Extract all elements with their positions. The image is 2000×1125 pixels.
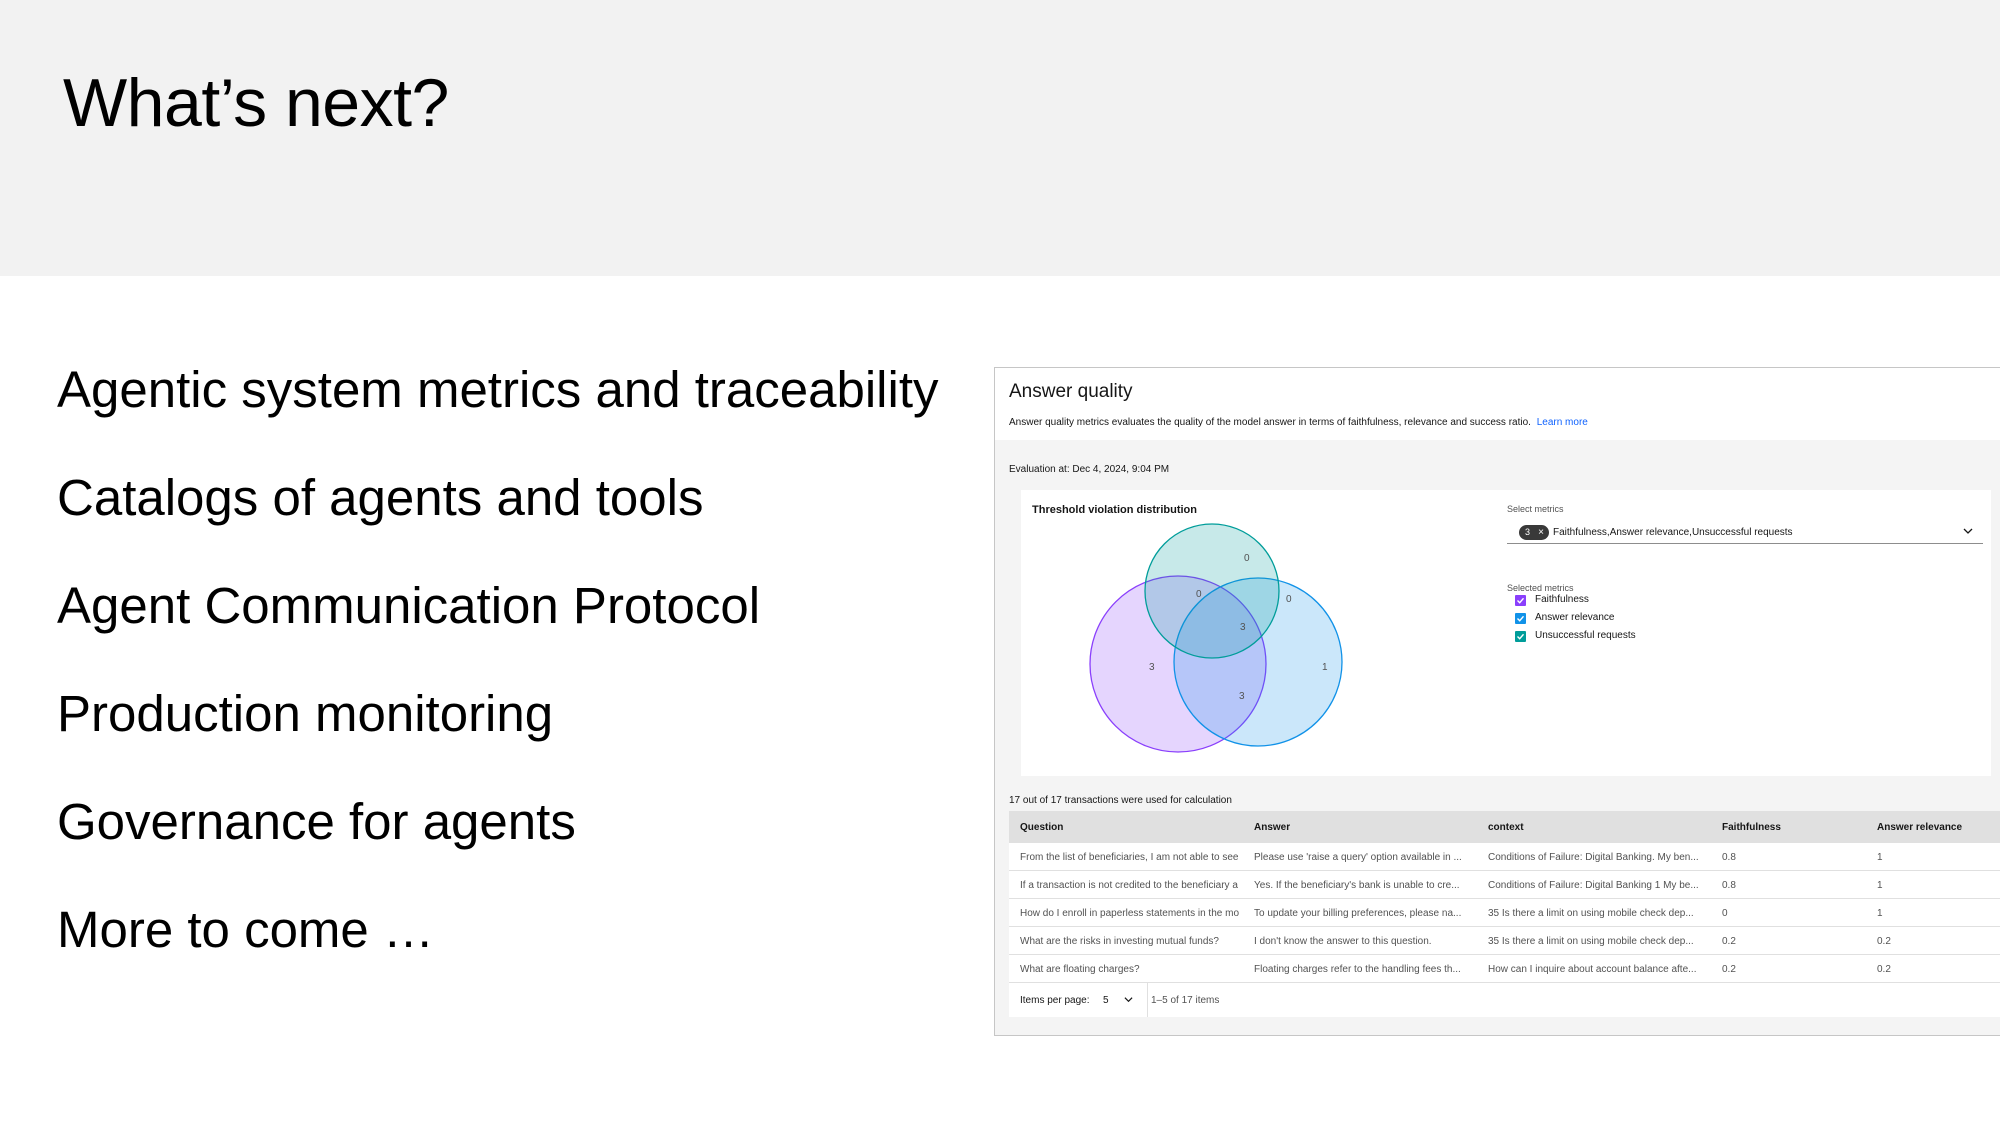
- chevron-down-icon[interactable]: [1963, 526, 1973, 536]
- metric-name: Faithfulness: [1535, 594, 1589, 605]
- title-band: [0, 0, 2000, 276]
- answer-quality-screenshot: Answer quality Answer quality metrics ev…: [994, 367, 2000, 1036]
- venn-label-center: 3: [1240, 622, 1246, 633]
- cell-answer-relevance: 1: [1877, 880, 1883, 891]
- venn-label-top-right: 0: [1286, 594, 1292, 605]
- venn-circle-faithfulness: [1089, 575, 1267, 753]
- cell-faithfulness: 0.8: [1722, 852, 1736, 863]
- metric-name: Unsuccessful requests: [1535, 630, 1636, 641]
- slide-title: What’s next?: [63, 65, 449, 141]
- evaluation-timestamp: Evaluation at: Dec 4, 2024, 9:04 PM: [1009, 464, 1170, 475]
- bullet-item: Agentic system metrics and traceability: [57, 361, 939, 418]
- cell-question: How do I enroll in paperless statements …: [1020, 908, 1239, 919]
- cell-faithfulness: 0: [1722, 908, 1728, 919]
- table-row[interactable]: What are floating charges? Floating char…: [1009, 955, 2000, 983]
- cell-question: If a transaction is not credited to the …: [1020, 880, 1238, 891]
- bullet-item: Governance for agents: [57, 793, 576, 850]
- cell-answer-relevance: 0.2: [1877, 936, 1891, 947]
- items-range: 1–5 of 17 items: [1151, 995, 1220, 1006]
- cell-question: What are the risks in investing mutual f…: [1020, 936, 1219, 947]
- cell-context: 35 Is there a limit on using mobile chec…: [1488, 908, 1694, 919]
- venn-label-right-only: 1: [1322, 662, 1328, 673]
- selection-count-tag[interactable]: 3 ×: [1519, 525, 1549, 540]
- cell-question: What are floating charges?: [1020, 964, 1140, 975]
- column-header-answer-relevance[interactable]: Answer relevance: [1877, 822, 1963, 833]
- venn-circle-unsuccessful-requests: [1144, 523, 1280, 659]
- items-per-page-value: 5: [1103, 995, 1109, 1006]
- checkmark-icon: [1517, 597, 1525, 604]
- pagination: Items per page: 5 1–5 of 17 items: [1009, 983, 2000, 1017]
- table-row[interactable]: If a transaction is not credited to the …: [1009, 871, 2000, 899]
- checkmark-icon: [1517, 633, 1525, 640]
- bullet-item: Production monitoring: [57, 685, 554, 742]
- answer-relevance-checkbox[interactable]: [1515, 613, 1526, 624]
- metrics-multiselect[interactable]: 3 × Faithfulness,Answer relevance,Unsucc…: [1507, 520, 1983, 544]
- faithfulness-checkbox[interactable]: [1515, 595, 1526, 606]
- clear-selection-icon[interactable]: ×: [1538, 527, 1544, 538]
- description-text: Answer quality metrics evaluates the qua…: [1009, 417, 1531, 428]
- column-header-context[interactable]: context: [1488, 822, 1524, 833]
- cell-answer-relevance: 0.2: [1877, 964, 1891, 975]
- cell-context: Conditions of Failure: Digital Banking 1…: [1488, 880, 1699, 891]
- panel-description: Answer quality metrics evaluates the qua…: [1009, 417, 1588, 428]
- pager-divider: [1147, 983, 1148, 1017]
- cell-faithfulness: 0.2: [1722, 936, 1736, 947]
- panel-header: Answer quality Answer quality metrics ev…: [995, 368, 2000, 440]
- table-header: Question Answer context Faithfulness Ans…: [1009, 811, 2000, 843]
- cell-answer-relevance: 1: [1877, 908, 1883, 919]
- venn-label-top-only: 0: [1244, 553, 1250, 564]
- items-per-page-select[interactable]: 5: [1099, 989, 1144, 1011]
- cell-context: Conditions of Failure: Digital Banking. …: [1488, 852, 1699, 863]
- table-row[interactable]: How do I enroll in paperless statements …: [1009, 899, 2000, 927]
- selected-metrics-label: Selected metrics: [1507, 583, 1574, 593]
- venn-label-left-only: 3: [1149, 662, 1155, 673]
- cell-context: 35 Is there a limit on using mobile chec…: [1488, 936, 1694, 947]
- cell-answer: Yes. If the beneficiary's bank is unable…: [1254, 880, 1460, 891]
- checkmark-icon: [1517, 615, 1525, 622]
- bullet-item: Catalogs of agents and tools: [57, 469, 704, 526]
- cell-context: How can I inquire about account balance …: [1488, 964, 1697, 975]
- chart-title: Threshold violation distribution: [1032, 504, 1197, 516]
- cell-answer: To update your billing preferences, plea…: [1254, 908, 1462, 919]
- learn-more-link[interactable]: Learn more: [1536, 417, 1588, 428]
- column-header-answer[interactable]: Answer: [1254, 822, 1291, 833]
- cell-faithfulness: 0.2: [1722, 964, 1736, 975]
- select-metrics-label: Select metrics: [1507, 504, 1564, 514]
- threshold-chart-card: Threshold violation distribution 0 0 0 3…: [1021, 490, 1991, 776]
- cell-answer: I don't know the answer to this question…: [1254, 936, 1432, 947]
- venn-label-bottom: 3: [1239, 691, 1245, 702]
- column-header-faithfulness[interactable]: Faithfulness: [1722, 822, 1781, 833]
- cell-answer-relevance: 1: [1877, 852, 1883, 863]
- venn-circle-answer-relevance: [1173, 577, 1343, 747]
- cell-faithfulness: 0.8: [1722, 880, 1736, 891]
- multiselect-value: Faithfulness,Answer relevance,Unsuccessf…: [1553, 527, 1793, 538]
- transactions-note: 17 out of 17 transactions were used for …: [1009, 795, 1232, 806]
- bullet-item: More to come …: [57, 901, 434, 958]
- venn-label-top-left: 0: [1196, 589, 1202, 600]
- metric-name: Answer relevance: [1535, 612, 1615, 623]
- unsuccessful-requests-checkbox[interactable]: [1515, 631, 1526, 642]
- bullet-item: Agent Communication Protocol: [57, 577, 761, 634]
- cell-answer: Floating charges refer to the handling f…: [1254, 964, 1461, 975]
- column-header-question[interactable]: Question: [1020, 822, 1064, 833]
- table-row[interactable]: What are the risks in investing mutual f…: [1009, 927, 2000, 955]
- venn-diagram: 0 0 0 3 3 1 3: [1089, 523, 1343, 753]
- items-per-page-label: Items per page:: [1020, 995, 1090, 1006]
- table-row[interactable]: From the list of beneficiaries, I am not…: [1009, 843, 2000, 871]
- chevron-down-icon[interactable]: [1124, 995, 1133, 1004]
- cell-question: From the list of beneficiaries, I am not…: [1020, 852, 1239, 863]
- panel-title: Answer quality: [1009, 381, 1133, 402]
- selection-count: 3: [1525, 527, 1531, 537]
- cell-answer: Please use 'raise a query' option availa…: [1254, 852, 1462, 863]
